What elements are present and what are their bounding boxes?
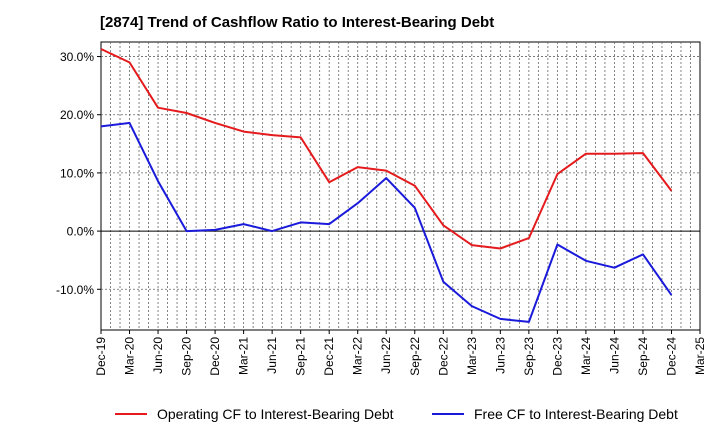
x-tick-label: Dec-19 [94, 337, 108, 376]
plot-frame [100, 41, 701, 331]
x-tick-label: Mar-22 [351, 337, 365, 375]
x-tick-label: Sep-20 [180, 337, 194, 376]
x-tick-label: Dec-23 [550, 337, 564, 376]
legend: Operating CF to Interest-Bearing Debt Fr… [0, 404, 720, 424]
y-tick-label: 20.0% [60, 108, 94, 122]
series-line-free [100, 121, 673, 323]
series-line-operating [100, 48, 673, 250]
x-tick-label: Mar-21 [237, 337, 251, 375]
legend-label-operating: Operating CF to Interest-Bearing Debt [157, 406, 394, 422]
x-tick-label: Dec-21 [322, 337, 336, 376]
legend-label-free: Free CF to Interest-Bearing Debt [474, 406, 678, 422]
x-tick-label: Sep-24 [636, 337, 650, 376]
y-tick-label: 30.0% [60, 50, 94, 64]
y-tick-label: 10.0% [60, 166, 94, 180]
x-tick-label: Jun-24 [607, 337, 621, 374]
x-tick-label: Sep-22 [408, 337, 422, 376]
x-tick-label: Dec-20 [208, 337, 222, 376]
legend-swatch-operating [115, 413, 147, 415]
x-tick-label: Mar-24 [579, 337, 593, 375]
x-tick-label: Jun-21 [265, 337, 279, 374]
y-tick-label: 0.0% [67, 225, 95, 239]
x-tick-label: Dec-22 [436, 337, 450, 376]
chart-title: [2874] Trend of Cashflow Ratio to Intere… [100, 14, 495, 31]
x-tick-label: Mar-25 [693, 337, 707, 375]
x-tick-label: Jun-20 [151, 337, 165, 374]
x-tick-label: Sep-21 [294, 337, 308, 376]
legend-swatch-free [432, 413, 464, 415]
legend-item-free: Free CF to Interest-Bearing Debt [432, 404, 678, 424]
x-tick-label: Jun-23 [493, 337, 507, 374]
x-tick-label: Dec-24 [664, 337, 678, 376]
x-tick-label: Mar-23 [465, 337, 479, 375]
x-tick-label: Sep-23 [522, 337, 536, 376]
legend-item-operating: Operating CF to Interest-Bearing Debt [115, 404, 394, 424]
y-tick-label: -10.0% [56, 283, 94, 297]
x-tick-label: Jun-22 [379, 337, 393, 374]
x-tick-label: Mar-20 [123, 337, 137, 375]
